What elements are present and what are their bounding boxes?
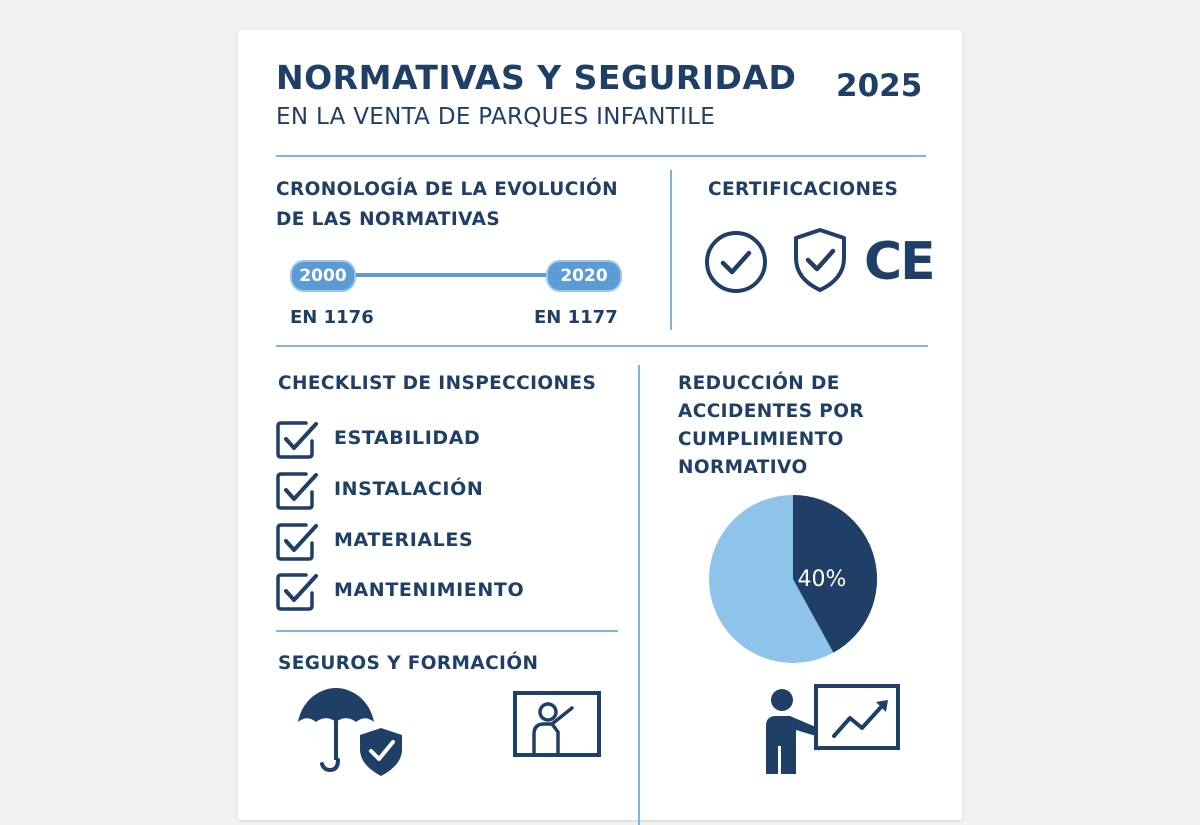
checklist-title: CHECKLIST DE INSPECCIONES <box>278 373 597 394</box>
checkbox-checked-icon <box>276 421 318 459</box>
main-subtitle: EN LA VENTA DE PARQUES INFANTILE <box>276 104 716 130</box>
accidents-title-3: CUMPLIMIENTO <box>678 429 844 450</box>
presenter-chart-icon <box>760 682 902 778</box>
timeline-end-year: 2020 <box>546 260 622 292</box>
checkbox-checked-icon <box>276 573 318 611</box>
accidents-title-4: NORMATIVO <box>678 457 808 478</box>
checklist-item-label: MATERIALES <box>334 529 474 551</box>
timeline-end-label: EN 1177 <box>534 307 618 328</box>
checklist-item-label: ESTABILIDAD <box>334 427 481 449</box>
pie-slice-highlight <box>793 495 878 653</box>
insurance-title: SEGUROS Y FORMACIÓN <box>278 653 539 674</box>
divider-vertical-bottom <box>638 365 640 825</box>
divider-lower-left <box>276 630 618 632</box>
check-circle-icon <box>704 230 768 298</box>
divider-vertical-top <box>670 170 672 330</box>
ce-mark-icon: CE <box>864 232 936 292</box>
timeline-title-1: CRONOLOGÍA DE LA EVOLUCIÓN <box>276 179 618 200</box>
divider-top <box>276 155 926 157</box>
umbrella-shield-icon <box>296 686 408 782</box>
infographic-sheet: NORMATIVAS Y SEGURIDAD EN LA VENTA DE PA… <box>238 30 962 825</box>
certifications-title: CERTIFICACIONES <box>708 179 899 200</box>
checkbox-checked-icon <box>276 523 318 561</box>
timeline-title-2: DE LAS NORMATIVAS <box>276 209 501 230</box>
main-title: NORMATIVAS Y SEGURIDAD <box>276 58 797 97</box>
timeline-start-label: EN 1176 <box>290 307 374 328</box>
trainer-board-icon <box>512 690 604 764</box>
checkbox-checked-icon <box>276 472 318 510</box>
timeline-bar <box>350 273 550 277</box>
timeline-start-year: 2000 <box>290 260 356 292</box>
shield-check-icon <box>790 226 850 298</box>
accidents-pie-chart: 40% <box>708 494 878 668</box>
checklist-item-label: INSTALACIÓN <box>334 478 484 500</box>
accidents-title-2: ACCIDENTES POR <box>678 401 864 422</box>
pie-percent-label: 40% <box>798 567 847 592</box>
accidents-title-1: REDUCCIÓN DE <box>678 373 840 394</box>
checklist-item-label: MANTENIMIENTO <box>334 579 525 601</box>
year-label: 2025 <box>836 68 923 104</box>
divider-middle <box>276 345 928 347</box>
